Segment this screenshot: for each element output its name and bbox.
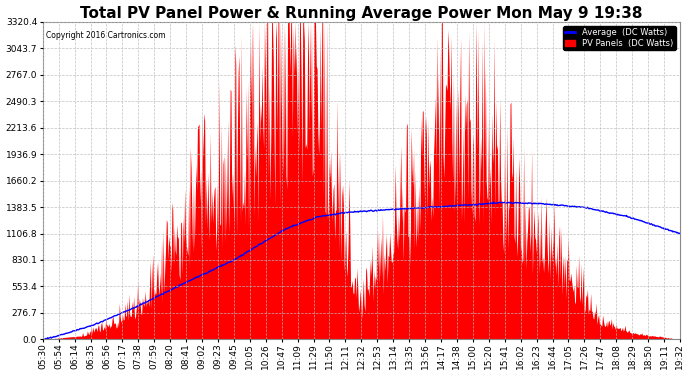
Legend: Average  (DC Watts), PV Panels  (DC Watts): Average (DC Watts), PV Panels (DC Watts) xyxy=(563,26,676,50)
Title: Total PV Panel Power & Running Average Power Mon May 9 19:38: Total PV Panel Power & Running Average P… xyxy=(80,6,642,21)
Text: Copyright 2016 Cartronics.com: Copyright 2016 Cartronics.com xyxy=(46,31,166,40)
